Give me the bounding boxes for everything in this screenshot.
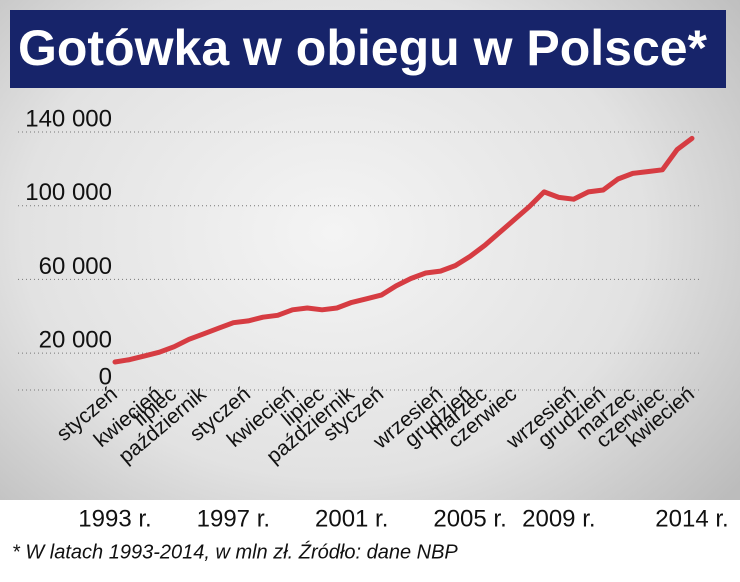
year-label: 2005 r. bbox=[433, 505, 506, 532]
footer-bg bbox=[0, 500, 740, 582]
year-label: 2001 r. bbox=[315, 505, 388, 532]
y-tick-label: 100 000 bbox=[25, 179, 112, 206]
year-label: 2014 r. bbox=[655, 505, 728, 532]
year-label: 1997 r. bbox=[197, 505, 270, 532]
y-tick-label: 140 000 bbox=[25, 105, 112, 132]
y-tick-label: 60 000 bbox=[39, 253, 112, 280]
title-bar bbox=[10, 10, 726, 88]
year-label: 2009 r. bbox=[522, 505, 595, 532]
footnote: * W latach 1993-2014, w mln zł. Źródło: … bbox=[12, 540, 458, 563]
year-label: 1993 r. bbox=[78, 505, 151, 532]
chart-title: Gotówka w obiegu w Polsce* bbox=[18, 20, 708, 76]
data-line bbox=[112, 135, 695, 365]
y-tick-label: 0 bbox=[99, 363, 112, 390]
y-tick-label: 20 000 bbox=[39, 326, 112, 353]
